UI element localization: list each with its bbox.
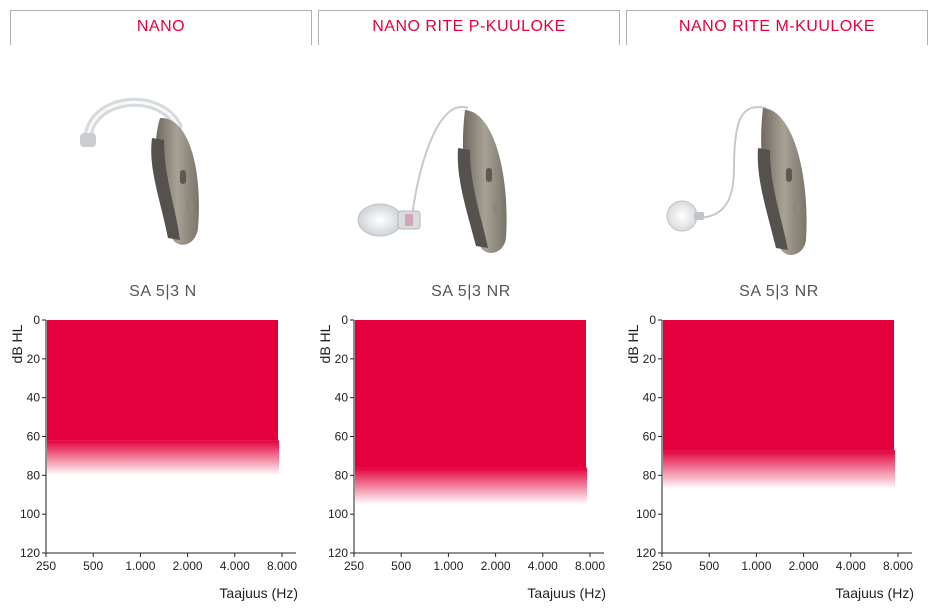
y-tick-label: 20 [27, 352, 41, 366]
fitting-range-area [355, 320, 586, 468]
panel-header: NANO [10, 10, 312, 45]
x-axis-label: Taajuus (Hz) [835, 585, 914, 601]
y-axis-label: dB HL [626, 324, 641, 363]
y-tick-label: 120 [328, 546, 348, 560]
x-tick-label: 1.000 [741, 559, 771, 573]
y-tick-label: 40 [643, 391, 657, 405]
y-axis-label: dB HL [10, 324, 25, 363]
panel-title: NANO RITE M-KUULOKE [678, 18, 876, 35]
x-tick-label: 8.000 [575, 559, 605, 573]
x-axis-label: Taajuus (Hz) [219, 585, 298, 601]
fitting-range-fade [47, 440, 279, 476]
y-tick-label: 40 [335, 391, 349, 405]
x-tick-label: 250 [652, 559, 672, 573]
y-tick-label: 80 [27, 468, 41, 482]
y-tick-label: 100 [328, 507, 348, 521]
panel-nano-rite-p: NANO RITE P-KUULOKE SA 5|3 NR 0 20 40 60 80 1… [318, 0, 624, 608]
x-tick-label: 2.000 [481, 559, 511, 573]
fitting-range-area [47, 320, 278, 441]
y-tick-label: 40 [27, 391, 41, 405]
panel-header: NANO RITE P-KUULOKE [318, 10, 620, 45]
y-tick-label: 80 [335, 468, 349, 482]
panel-header: NANO RITE M-KUULOKE [626, 10, 928, 45]
x-tick-label: 4.000 [836, 559, 866, 573]
x-tick-label: 1.000 [125, 559, 155, 573]
y-tick-label: 0 [649, 313, 656, 327]
y-tick-label: 60 [643, 430, 657, 444]
y-tick-label: 0 [341, 313, 348, 327]
panel-nano-rite-m: NANO RITE M-KUULOKE SA 5|3 NR 0 20 40 60 80 1… [626, 0, 932, 608]
model-name: SA 5|3 NR [431, 283, 511, 300]
fitting-range-fade [355, 467, 587, 505]
fitting-range-fade [663, 450, 895, 489]
y-tick-label: 60 [335, 430, 349, 444]
rite-hearing-aid-medium-icon [666, 106, 807, 255]
rite-hearing-aid-power-icon [357, 105, 507, 253]
x-tick-label: 8.000 [883, 559, 913, 573]
y-tick-label: 0 [33, 313, 40, 327]
y-tick-label: 120 [636, 546, 656, 560]
panel-title: NANO RITE P-KUULOKE [372, 18, 566, 35]
y-tick-label: 20 [643, 352, 657, 366]
y-tick-label: 60 [27, 430, 41, 444]
x-tick-label: 4.000 [220, 559, 250, 573]
panel-nano: NANO SA 5|3 N 0 20 40 60 80 100 120 250 500 1.000… [10, 0, 316, 608]
model-name: SA 5|3 N [129, 283, 197, 300]
fitting-range-area [663, 320, 894, 451]
x-tick-label: 250 [344, 559, 364, 573]
x-tick-label: 250 [36, 559, 56, 573]
x-tick-label: 8.000 [267, 559, 297, 573]
y-axis-label: dB HL [318, 324, 333, 363]
x-tick-label: 500 [391, 559, 411, 573]
y-tick-label: 100 [636, 507, 656, 521]
y-tick-label: 100 [20, 507, 40, 521]
y-tick-label: 120 [20, 546, 40, 560]
bte-hearing-aid-icon [80, 97, 199, 245]
x-tick-label: 500 [699, 559, 719, 573]
y-tick-label: 80 [643, 468, 657, 482]
x-tick-label: 1.000 [433, 559, 463, 573]
x-tick-label: 2.000 [173, 559, 203, 573]
model-name: SA 5|3 NR [739, 283, 819, 300]
panel-title: NANO [136, 18, 186, 35]
x-tick-label: 500 [83, 559, 103, 573]
x-tick-label: 4.000 [528, 559, 558, 573]
x-axis-label: Taajuus (Hz) [527, 585, 606, 601]
x-tick-label: 2.000 [789, 559, 819, 573]
y-tick-label: 20 [335, 352, 349, 366]
